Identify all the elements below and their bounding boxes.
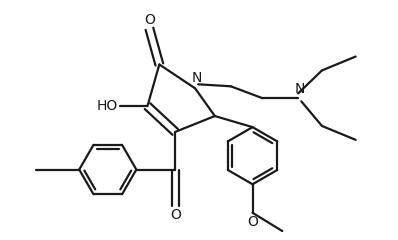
Text: HO: HO bbox=[96, 99, 118, 113]
Text: O: O bbox=[170, 209, 181, 222]
Text: O: O bbox=[247, 215, 258, 229]
Text: O: O bbox=[144, 13, 155, 27]
Text: N: N bbox=[295, 82, 305, 96]
Text: N: N bbox=[192, 71, 202, 85]
